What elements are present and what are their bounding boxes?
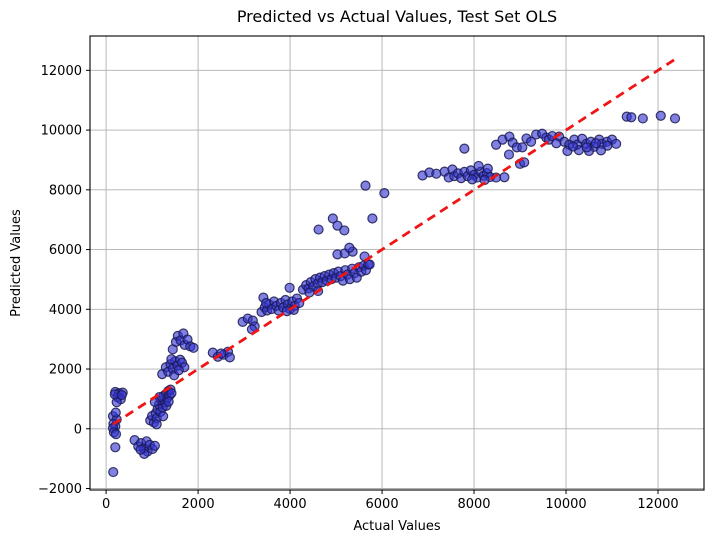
data-point bbox=[261, 297, 272, 309]
data-point bbox=[339, 225, 350, 236]
data-point bbox=[110, 407, 121, 418]
data-point bbox=[525, 136, 537, 147]
data-point bbox=[590, 138, 602, 149]
data-point bbox=[467, 174, 478, 185]
x-tick-label: 10000 bbox=[545, 497, 586, 512]
data-point bbox=[332, 220, 343, 231]
data-point bbox=[367, 213, 378, 224]
data-point bbox=[431, 168, 442, 179]
y-tick-label: 4000 bbox=[49, 303, 82, 318]
data-point bbox=[611, 138, 622, 149]
y-tick-label: 2000 bbox=[49, 363, 82, 378]
data-point bbox=[304, 287, 315, 298]
data-point bbox=[344, 242, 355, 253]
data-point bbox=[163, 396, 174, 407]
axis-ticks bbox=[86, 69, 659, 494]
data-point bbox=[581, 142, 592, 153]
x-tick-label: 4000 bbox=[274, 497, 307, 512]
data-point bbox=[110, 442, 121, 453]
data-point bbox=[637, 113, 648, 124]
y-tick-label: 12000 bbox=[41, 64, 82, 79]
chart-title: Predicted vs Actual Values, Test Set OLS bbox=[237, 7, 557, 26]
data-point bbox=[224, 352, 235, 363]
data-point bbox=[173, 365, 184, 376]
data-point bbox=[379, 188, 390, 199]
data-point bbox=[517, 142, 528, 153]
x-tick-label: 2000 bbox=[182, 497, 215, 512]
data-point bbox=[166, 388, 177, 399]
data-point bbox=[166, 354, 177, 365]
data-point bbox=[149, 440, 160, 451]
data-point bbox=[482, 163, 493, 174]
grid-lines bbox=[90, 36, 704, 490]
data-point bbox=[459, 143, 470, 154]
x-axis-label: Actual Values bbox=[353, 519, 441, 534]
data-point bbox=[567, 141, 579, 152]
data-point bbox=[364, 259, 375, 270]
data-point bbox=[655, 110, 666, 121]
data-point bbox=[503, 149, 515, 160]
data-point bbox=[108, 466, 119, 478]
y-tick-label: −2000 bbox=[38, 482, 82, 497]
y-tick-label: 0 bbox=[74, 422, 82, 437]
y-axis-label: Predicted Values bbox=[9, 209, 24, 317]
data-point bbox=[602, 140, 613, 151]
identity-line-path bbox=[112, 55, 680, 426]
data-point bbox=[499, 172, 510, 183]
data-point bbox=[284, 282, 295, 293]
data-point bbox=[188, 342, 199, 353]
plot-frame bbox=[89, 35, 705, 491]
data-points bbox=[107, 110, 681, 478]
x-tick-label: 8000 bbox=[457, 497, 490, 512]
data-point bbox=[669, 113, 681, 124]
data-point bbox=[551, 138, 562, 149]
data-point bbox=[360, 180, 371, 191]
y-tick-label: 6000 bbox=[49, 243, 82, 258]
x-tick-label: 0 bbox=[102, 497, 110, 512]
data-point bbox=[473, 160, 484, 172]
data-point bbox=[135, 444, 146, 455]
data-point bbox=[626, 112, 637, 123]
x-tick-label: 6000 bbox=[366, 497, 399, 512]
data-point bbox=[313, 224, 324, 235]
data-point bbox=[110, 429, 122, 440]
y-tick-label: 10000 bbox=[41, 124, 82, 139]
x-tick-label: 12000 bbox=[637, 497, 678, 512]
data-point bbox=[116, 389, 127, 401]
tick-labels: 0 2000 4000 6000 8000 10000 12000 −2000 0 2000 400… bbox=[38, 64, 679, 512]
identity-line bbox=[112, 55, 680, 426]
y-tick-label: 8000 bbox=[49, 183, 82, 198]
data-point bbox=[158, 411, 169, 422]
data-point bbox=[151, 419, 162, 430]
plot-border bbox=[89, 35, 705, 491]
data-point bbox=[327, 213, 338, 224]
